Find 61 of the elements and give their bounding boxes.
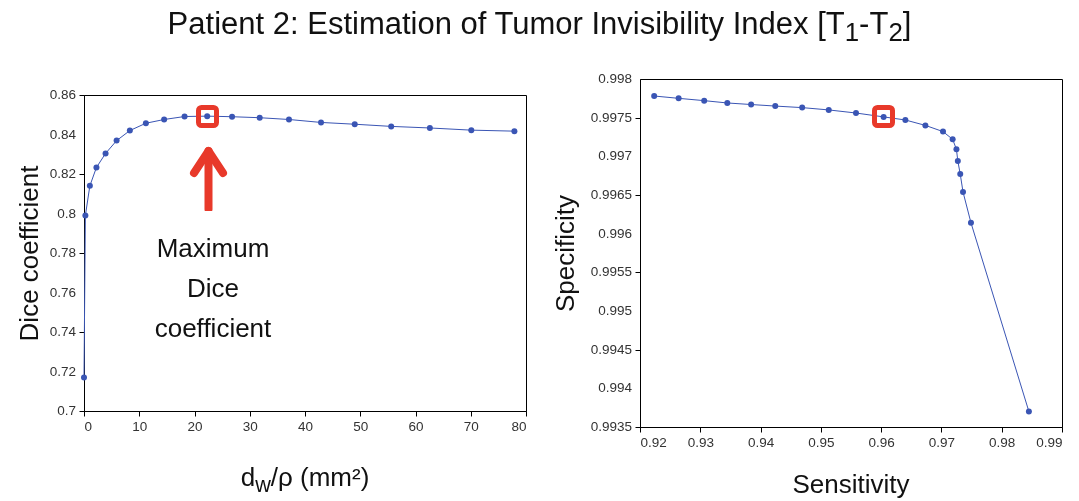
x-tick-label: 0.98 — [989, 434, 1016, 450]
y-tick-label: 0.996 — [598, 225, 632, 241]
point — [285, 116, 292, 123]
x-tick-label: 0.96 — [868, 434, 895, 450]
x-tick-label: 70 — [463, 418, 479, 434]
y-tick-label: 0.9945 — [590, 341, 632, 357]
point — [93, 164, 100, 171]
y-axis-title: Specificity — [550, 194, 582, 312]
x-tick-label: 30 — [242, 418, 258, 434]
point — [113, 137, 120, 144]
x-tick-label: 80 — [511, 418, 527, 434]
x-tick-label: 0.95 — [808, 434, 835, 450]
point — [82, 212, 89, 219]
x-axis-title: d$_{w}$/ρ (mm²) — [240, 461, 370, 499]
x-tick-label: 40 — [297, 418, 314, 434]
x-axis-title: Sensitivity — [792, 468, 910, 500]
x-tick-label: 20 — [187, 418, 203, 434]
y-tick-label: 0.72 — [49, 363, 76, 379]
y-tick-label: 0.78 — [49, 245, 76, 260]
x-tick-label: 0.94 — [747, 434, 775, 450]
y-tick-label: 0.7 — [57, 403, 76, 418]
x-tick-label: 60 — [408, 418, 424, 434]
point — [161, 116, 168, 123]
y-tick-label: 0.9935 — [590, 419, 632, 434]
point — [388, 123, 395, 130]
x-tick-label: 0.92 — [640, 434, 667, 450]
point — [256, 114, 263, 121]
y-tick-label: 0.86 — [49, 87, 76, 102]
y-tick-label: 0.998 — [598, 71, 632, 86]
y-tick-label: 0.8 — [57, 205, 76, 221]
point — [426, 124, 433, 131]
x-tick-label: 0 — [84, 418, 93, 434]
x-tick-label: 0.99 — [1036, 434, 1063, 450]
y-tick-label: 0.84 — [49, 126, 77, 142]
y-tick-label: 0.995 — [598, 303, 632, 318]
annotation: Maximum Dice coefficient — [153, 232, 273, 345]
point — [468, 127, 475, 134]
point — [181, 113, 188, 120]
point — [351, 121, 358, 128]
y-tick-label: 0.9965 — [590, 187, 632, 202]
x-tick-label: 50 — [353, 418, 369, 434]
point — [142, 120, 149, 127]
y-tick-label: 0.76 — [49, 284, 76, 300]
point — [81, 374, 87, 381]
x-tick-label: 0.93 — [687, 434, 714, 450]
point — [318, 119, 325, 126]
y-tick-label: 0.994 — [598, 380, 633, 396]
y-tick-label: 0.9955 — [590, 264, 632, 280]
point — [126, 127, 133, 134]
y-tick-label: 0.82 — [49, 166, 76, 181]
x-tick-label: 0.97 — [928, 434, 956, 450]
point — [511, 128, 518, 135]
y-tick-label: 0.9975 — [590, 109, 632, 125]
y-tick-label: 0.74 — [49, 324, 77, 339]
point — [229, 113, 236, 120]
point — [102, 150, 109, 157]
chart-title: Patient 2: Estimation of Tumor Invisibility Index [T$_{1}$-T$_{2}$] — [166, 6, 913, 48]
point — [86, 182, 93, 189]
y-tick-label: 0.997 — [598, 148, 632, 164]
y-axis-title: Dice coefficient — [14, 165, 46, 341]
x-tick-label: 10 — [132, 418, 148, 434]
